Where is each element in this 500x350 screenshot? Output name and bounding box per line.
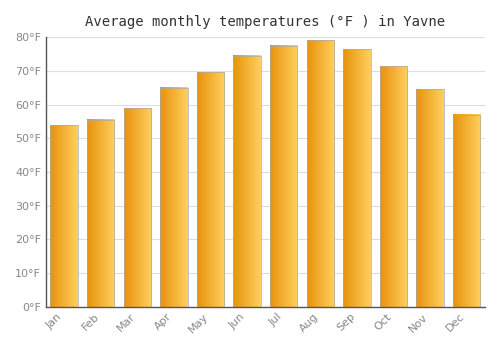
Bar — [87, 120, 115, 307]
Bar — [306, 41, 334, 307]
Bar — [416, 89, 444, 307]
Bar — [197, 72, 224, 307]
Bar — [50, 125, 78, 307]
Title: Average monthly temperatures (°F ) in Yavne: Average monthly temperatures (°F ) in Ya… — [86, 15, 446, 29]
Bar — [160, 88, 188, 307]
Bar — [234, 56, 261, 307]
Bar — [124, 108, 151, 307]
Bar — [270, 46, 297, 307]
Bar — [380, 66, 407, 307]
Bar — [453, 114, 480, 307]
Bar — [343, 49, 370, 307]
